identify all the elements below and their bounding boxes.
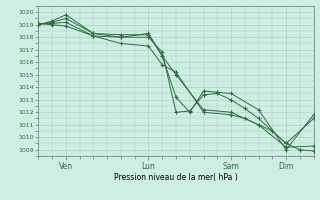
X-axis label: Pression niveau de la mer( hPa ): Pression niveau de la mer( hPa ) [114,173,238,182]
